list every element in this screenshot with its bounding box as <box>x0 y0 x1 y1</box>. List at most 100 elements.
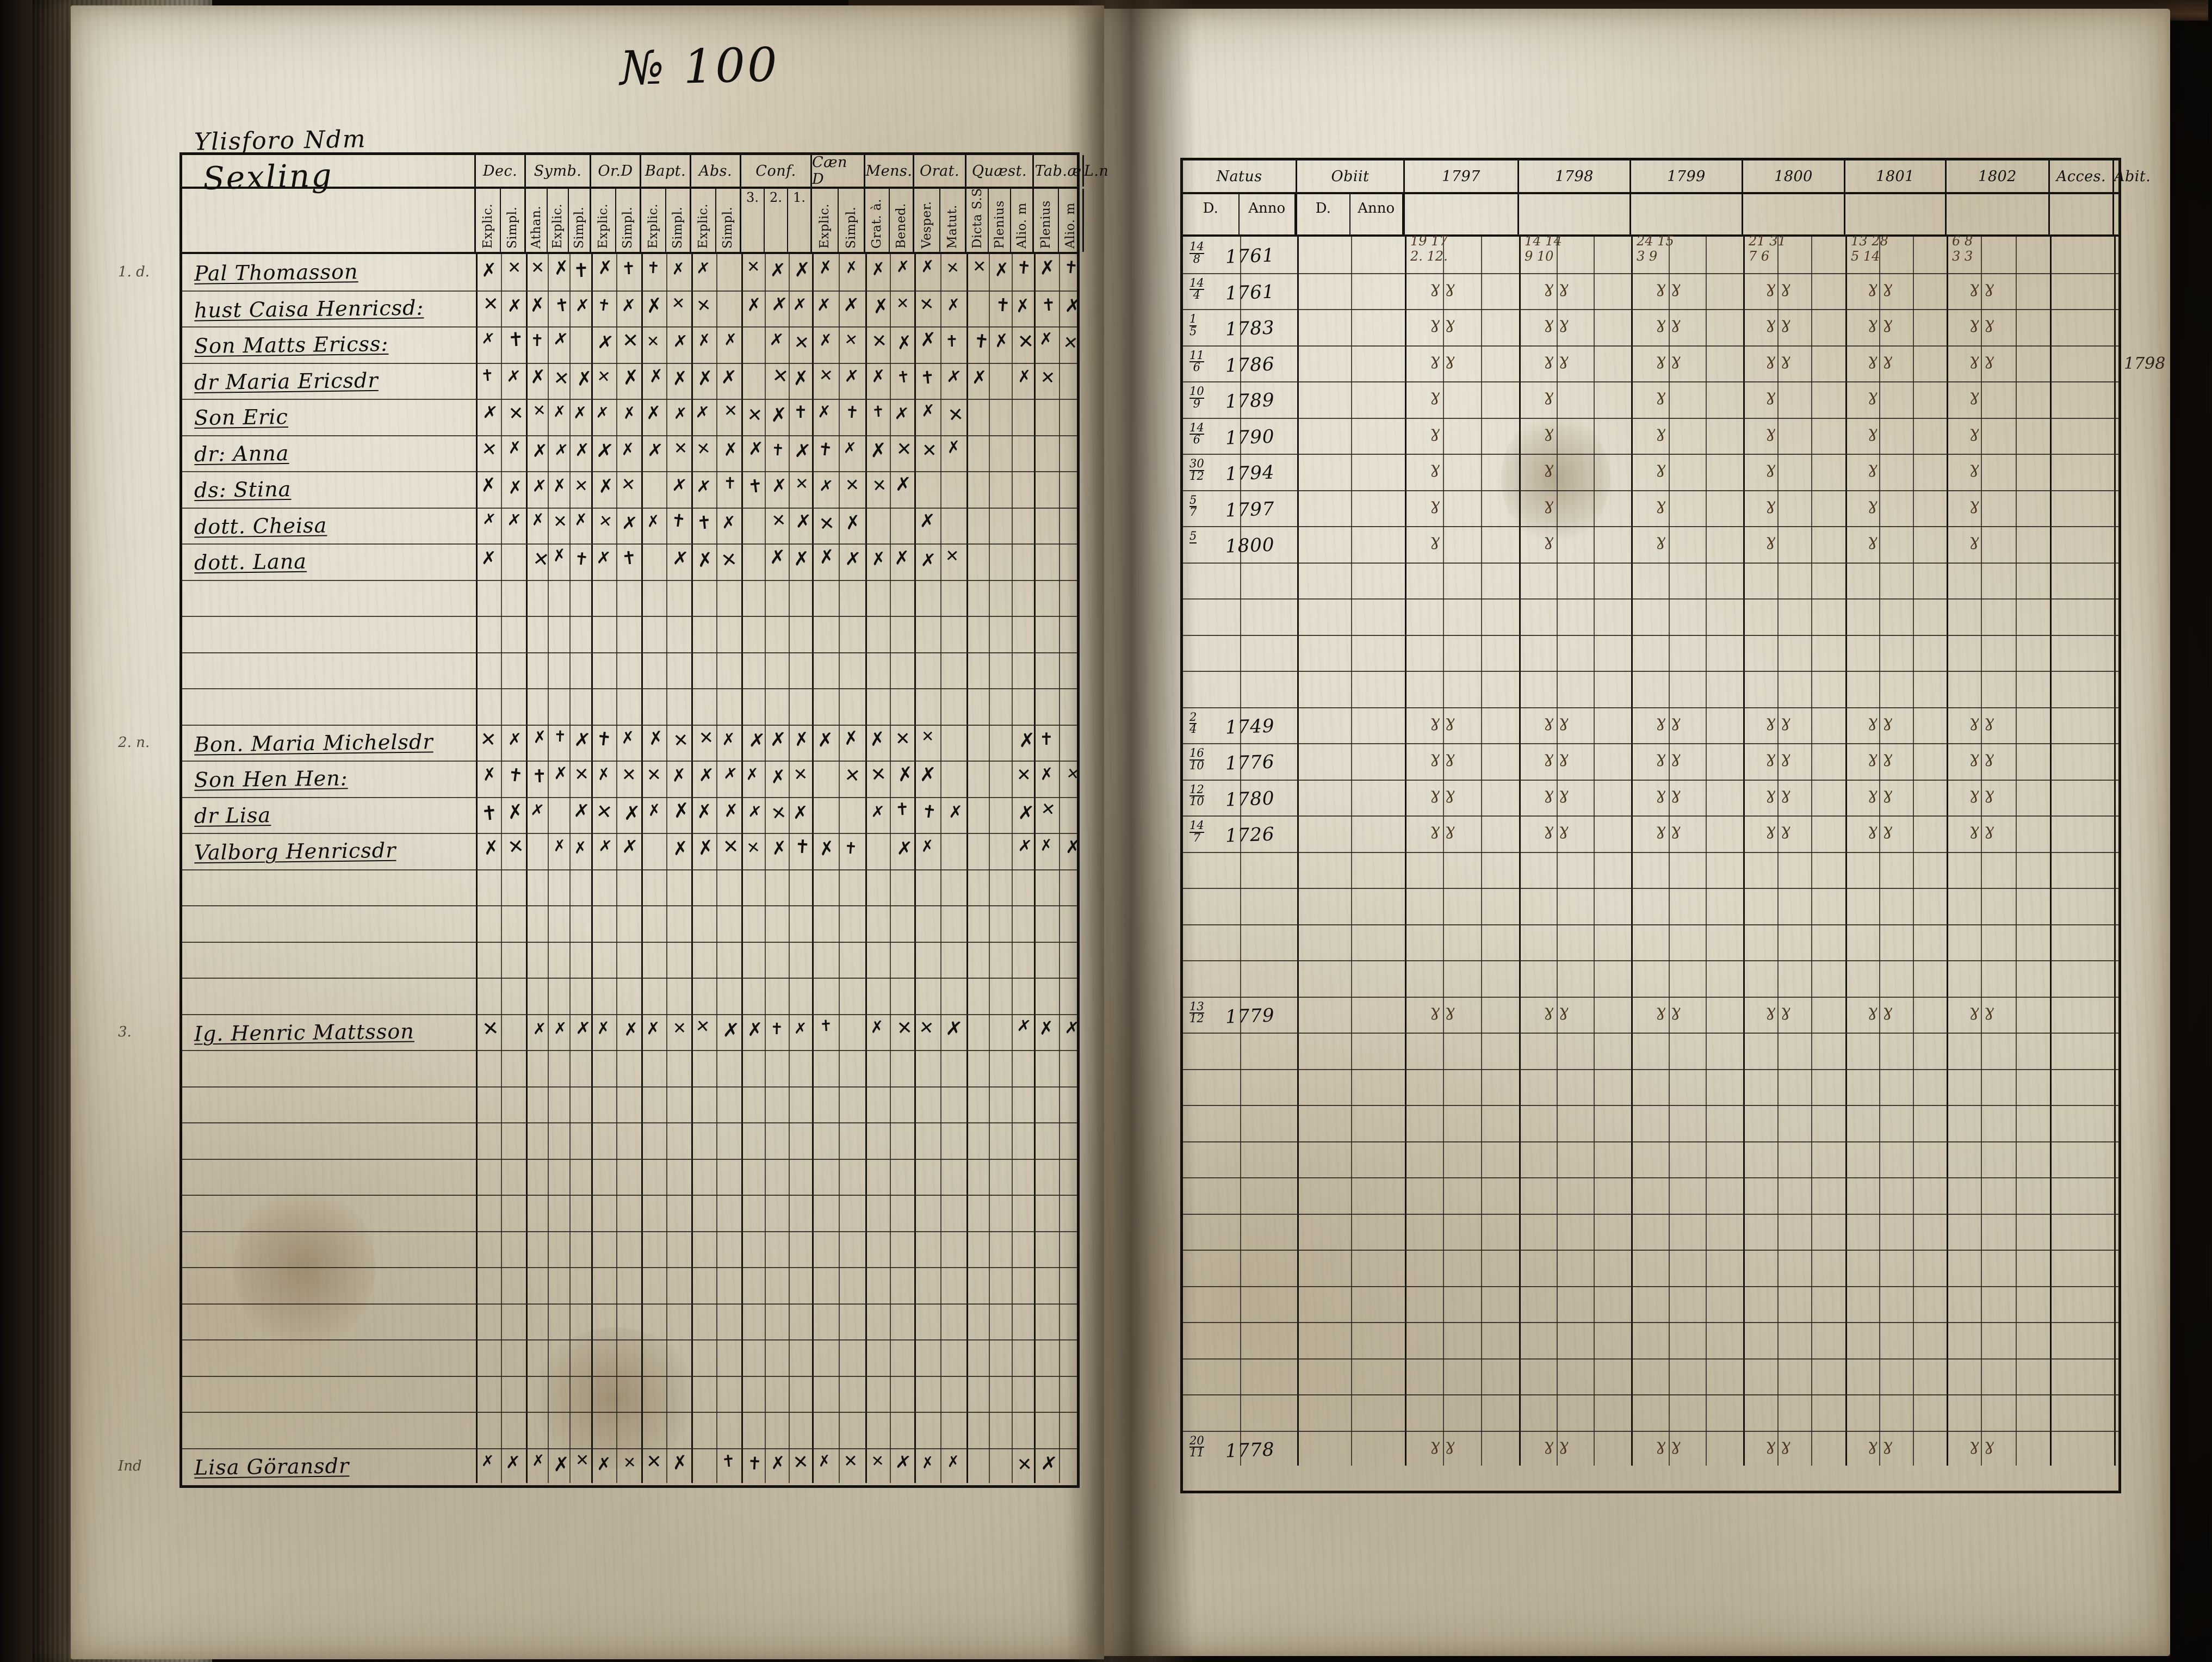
attendance-mark: ✗ <box>895 1450 913 1474</box>
attendance-mark: ɣ ɣ <box>1430 748 1455 767</box>
attendance-mark: ✕ <box>818 365 834 386</box>
attendance-mark: ɣ ɣ <box>1430 1435 1455 1455</box>
col-header-abs: Abs. <box>691 155 741 187</box>
attendance-mark: ✗ <box>792 294 808 315</box>
subcolumn-divider <box>1556 237 1558 1466</box>
attendance-mark: ✕ <box>623 1453 637 1473</box>
row-divider <box>182 579 1077 581</box>
birth-day-month: 10 9 <box>1189 385 1204 410</box>
birth-year: 1761 <box>1225 244 1275 268</box>
margin-number: Ind <box>118 1457 142 1474</box>
attendance-mark: ✗ <box>747 801 763 822</box>
row-divider <box>1183 1358 2118 1360</box>
row-divider <box>182 1303 1077 1305</box>
sub-conf-2: 2. <box>770 190 782 205</box>
attendance-mark: ✗ <box>771 293 789 317</box>
attendance-mark: ✗ <box>574 439 590 460</box>
sub-quaest-aliom: Alio. m <box>1014 202 1029 249</box>
row-divider <box>182 1267 1077 1268</box>
attendance-mark: ✗ <box>896 257 910 276</box>
subcolumn-divider <box>666 254 667 1483</box>
page-number: № 100 <box>619 38 780 96</box>
col-header-abit: Abit. <box>2114 168 2151 185</box>
attendance-mark: ✕ <box>672 1019 687 1039</box>
attendance-mark: ɣ ɣ <box>1867 314 1893 333</box>
row-divider <box>1183 671 2118 672</box>
column-divider <box>812 254 814 1483</box>
row-divider <box>182 905 1077 906</box>
sub-1797 <box>1405 194 1519 234</box>
row-divider <box>1183 1068 2118 1070</box>
sub-orat-matut: Matut. <box>945 205 960 249</box>
row-divider <box>182 1412 1077 1413</box>
attendance-mark: ✕ <box>745 837 761 858</box>
attendance-mark: ɣ ɣ <box>1656 820 1681 839</box>
attendance-mark: ɣ <box>1765 495 1776 514</box>
attendance-mark: ✗ <box>748 729 766 753</box>
row-divider <box>182 616 1077 617</box>
row-divider <box>1183 598 2118 600</box>
attendance-mark: ✕ <box>918 1016 935 1039</box>
attendance-mark: ✗ <box>529 294 547 317</box>
attendance-mark: ✕ <box>596 367 612 387</box>
margin-number: 1. d. <box>118 264 150 280</box>
attendance-mark: ✕ <box>793 331 810 354</box>
attendance-mark: ✗ <box>552 475 568 497</box>
row-divider <box>182 1086 1077 1088</box>
subcolumn-divider <box>1240 237 1241 1466</box>
row-divider <box>182 1231 1077 1232</box>
birth-day-month: 30 12 <box>1189 457 1204 483</box>
attendance-mark: ɣ <box>1656 386 1666 405</box>
attendance-mark: ✗ <box>695 402 711 423</box>
subcolumn-divider <box>2015 237 2017 1466</box>
attendance-mark: ✝ <box>816 438 834 461</box>
row-divider <box>1183 851 2118 853</box>
attendance-entry: 3 3 <box>1952 249 1973 264</box>
col-header-conf: Conf. <box>741 155 812 187</box>
col-header-ln: L.n <box>1084 162 1109 180</box>
row-divider <box>1183 996 2118 998</box>
attendance-mark: ✗ <box>819 330 833 350</box>
attendance-mark: ✗ <box>721 730 736 750</box>
attendance-mark: ✗ <box>895 473 912 496</box>
column-divider <box>1631 237 1633 1466</box>
attendance-mark: ✗ <box>575 367 593 391</box>
birth-year: 1778 <box>1225 1438 1275 1462</box>
sub-conf: 1. 2. 3. <box>741 189 812 252</box>
attendance-mark: ɣ ɣ <box>1544 350 1569 369</box>
attendance-mark: ✕ <box>947 403 965 427</box>
column-divider <box>691 254 693 1483</box>
sub-acces <box>2050 194 2114 234</box>
col-header-bapt: Bapt. <box>641 155 691 187</box>
sub-symb: Simpl. Explic. Athan. <box>526 189 591 252</box>
attendance-mark: ✗ <box>621 295 636 316</box>
attendance-mark: ✕ <box>1017 330 1035 354</box>
attendance-mark: ɣ <box>1765 386 1776 405</box>
attendance-mark: ✗ <box>575 1017 592 1039</box>
sub-abit <box>2114 194 2118 234</box>
subcolumn-divider <box>1668 237 1670 1466</box>
attendance-entry: 14 14 <box>1525 233 1562 249</box>
attendance-mark: ɣ <box>1969 422 1979 442</box>
attendance-mark: ✗ <box>872 295 890 319</box>
register-entry-name: Son Matts Ericss: <box>194 331 389 359</box>
attendance-mark: ✗ <box>894 547 910 570</box>
attendance-mark: ✗ <box>530 366 547 388</box>
attendance-mark: ✕ <box>921 727 934 746</box>
attendance-mark: ✗ <box>844 366 859 387</box>
attendance-mark: ✗ <box>672 837 689 860</box>
attendance-mark: ✗ <box>722 763 739 784</box>
attendance-mark: ✗ <box>946 437 962 458</box>
register-entry-name: Bon. Maria Michelsdr <box>194 729 433 757</box>
row-divider <box>182 290 1077 292</box>
birth-year: 1761 <box>1225 280 1275 305</box>
birth-day-month: 20 11 <box>1189 1434 1204 1460</box>
attendance-mark: ✗ <box>794 440 812 464</box>
attendance-mark: ✕ <box>1039 366 1056 388</box>
attendance-mark: ✝ <box>596 295 612 316</box>
sub-mens: Bened. Grat. à. <box>865 189 914 252</box>
attendance-mark: ✗ <box>747 1018 763 1041</box>
column-divider <box>2050 237 2052 1466</box>
attendance-mark: ✗ <box>552 329 569 350</box>
